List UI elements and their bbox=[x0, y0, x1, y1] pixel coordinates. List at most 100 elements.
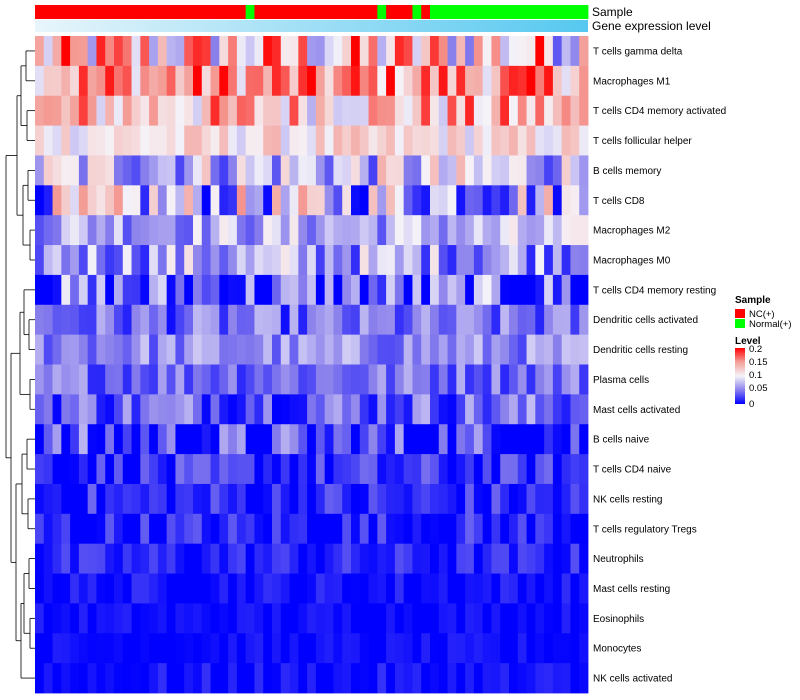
heatmap-cell bbox=[105, 483, 115, 515]
heatmap-cell bbox=[96, 663, 106, 694]
heatmap-cell bbox=[351, 573, 361, 604]
heatmap-cell bbox=[552, 573, 563, 604]
heatmap-cell bbox=[175, 633, 185, 664]
heatmap-cell bbox=[201, 603, 211, 634]
heatmap-cell bbox=[105, 633, 115, 664]
heatmap-cell bbox=[491, 304, 501, 336]
heatmap-cell bbox=[105, 185, 115, 216]
heatmap-cell bbox=[509, 65, 519, 97]
row-label: Dendritic cells activated bbox=[593, 315, 698, 326]
heatmap-cell bbox=[43, 573, 53, 604]
heatmap-cell bbox=[579, 95, 589, 126]
heatmap-cell bbox=[61, 573, 71, 604]
legend-item-normal: Normal(+) bbox=[749, 319, 792, 330]
heatmap-cell bbox=[438, 215, 448, 246]
heatmap-cell bbox=[430, 663, 440, 694]
heatmap-cell bbox=[166, 304, 176, 336]
heatmap-cell bbox=[175, 334, 185, 365]
heatmap-cell bbox=[430, 364, 440, 395]
heatmap-cell bbox=[254, 245, 264, 276]
heatmap-cell bbox=[193, 543, 203, 574]
heatmap-cell bbox=[561, 603, 571, 634]
heatmap-cell bbox=[438, 454, 448, 485]
heatmap-cell bbox=[465, 334, 475, 365]
heatmap-cell bbox=[289, 304, 299, 336]
row-label: Mast cells activated bbox=[593, 405, 680, 416]
row-label: Macrophages M2 bbox=[593, 226, 671, 237]
heatmap-cell bbox=[342, 424, 352, 455]
heatmap-cell bbox=[342, 633, 352, 664]
heatmap-cell bbox=[561, 483, 571, 515]
heatmap-cell bbox=[368, 543, 378, 574]
sample-bar-cell bbox=[447, 5, 457, 19]
heatmap-cell bbox=[447, 364, 457, 395]
heatmap-cell bbox=[465, 663, 475, 694]
heatmap-cell bbox=[535, 513, 545, 545]
heatmap-cell bbox=[544, 454, 554, 485]
heatmap-cell bbox=[500, 394, 510, 425]
heatmap-cell bbox=[403, 304, 413, 336]
heatmap-cell bbox=[298, 603, 308, 634]
heatmap-cell bbox=[175, 424, 185, 455]
heatmap-cell bbox=[570, 245, 580, 276]
heatmap-cell bbox=[131, 155, 141, 186]
heatmap-cell bbox=[201, 95, 211, 126]
heatmap-cell bbox=[35, 543, 45, 574]
heatmap-cell bbox=[561, 95, 571, 126]
heatmap-cell bbox=[324, 185, 334, 216]
heatmap-cell bbox=[140, 36, 150, 67]
heatmap-cell bbox=[315, 394, 326, 425]
heatmap-cell bbox=[175, 364, 185, 395]
heatmap-cell bbox=[96, 424, 106, 455]
heatmap-cell bbox=[351, 125, 361, 156]
heatmap-cell bbox=[307, 543, 317, 574]
heatmap-cell bbox=[500, 424, 510, 455]
heatmap-cell bbox=[87, 65, 97, 97]
heatmap-cell bbox=[421, 334, 431, 365]
heatmap-cell bbox=[201, 36, 211, 67]
heatmap-cell bbox=[473, 364, 484, 395]
heatmap-cell bbox=[430, 454, 440, 485]
heatmap-cell bbox=[166, 424, 176, 455]
sample-bar-cell bbox=[105, 5, 115, 19]
heatmap-cell bbox=[87, 454, 97, 485]
heatmap-cell bbox=[307, 513, 317, 545]
heatmap-cell bbox=[500, 245, 510, 276]
heatmap-cell bbox=[579, 65, 589, 97]
heatmap-cell bbox=[298, 543, 308, 574]
heatmap-cell bbox=[96, 394, 106, 425]
heatmap-cell bbox=[377, 573, 387, 604]
heatmap-cell bbox=[509, 364, 519, 395]
heatmap-cell bbox=[517, 274, 527, 306]
heatmap-cell bbox=[456, 36, 466, 67]
heatmap-cell bbox=[377, 424, 387, 455]
heatmap-cell bbox=[544, 125, 554, 156]
heatmap-cell bbox=[245, 483, 255, 515]
heatmap-cell bbox=[535, 424, 545, 455]
heatmap-cell bbox=[438, 155, 448, 186]
heatmap-cell bbox=[307, 245, 317, 276]
heatmap-cell bbox=[561, 394, 571, 425]
heatmap-cell bbox=[351, 36, 361, 67]
heatmap-cell bbox=[298, 245, 308, 276]
sample-bar-cell bbox=[298, 5, 308, 19]
sample-bar-cell bbox=[377, 5, 387, 19]
heatmap-cell bbox=[351, 95, 361, 126]
heatmap-cell bbox=[544, 394, 554, 425]
heatmap-cell bbox=[456, 304, 466, 336]
heatmap-cell bbox=[438, 513, 448, 545]
heatmap-cell bbox=[368, 185, 378, 216]
heatmap-cell bbox=[500, 543, 510, 574]
heatmap-cell bbox=[280, 663, 290, 694]
heatmap-cell bbox=[122, 245, 132, 276]
heatmap-cell bbox=[394, 95, 405, 126]
heatmap-cell bbox=[351, 603, 361, 634]
heatmap-cell bbox=[386, 36, 396, 67]
heatmap-cell bbox=[157, 185, 168, 216]
heatmap-cell bbox=[526, 245, 536, 276]
legend-swatch-normal bbox=[735, 319, 745, 328]
heatmap-cell bbox=[324, 663, 334, 694]
sample-bar-cell bbox=[526, 5, 536, 19]
heatmap-cell bbox=[228, 304, 238, 336]
heatmap-cell bbox=[70, 304, 80, 336]
